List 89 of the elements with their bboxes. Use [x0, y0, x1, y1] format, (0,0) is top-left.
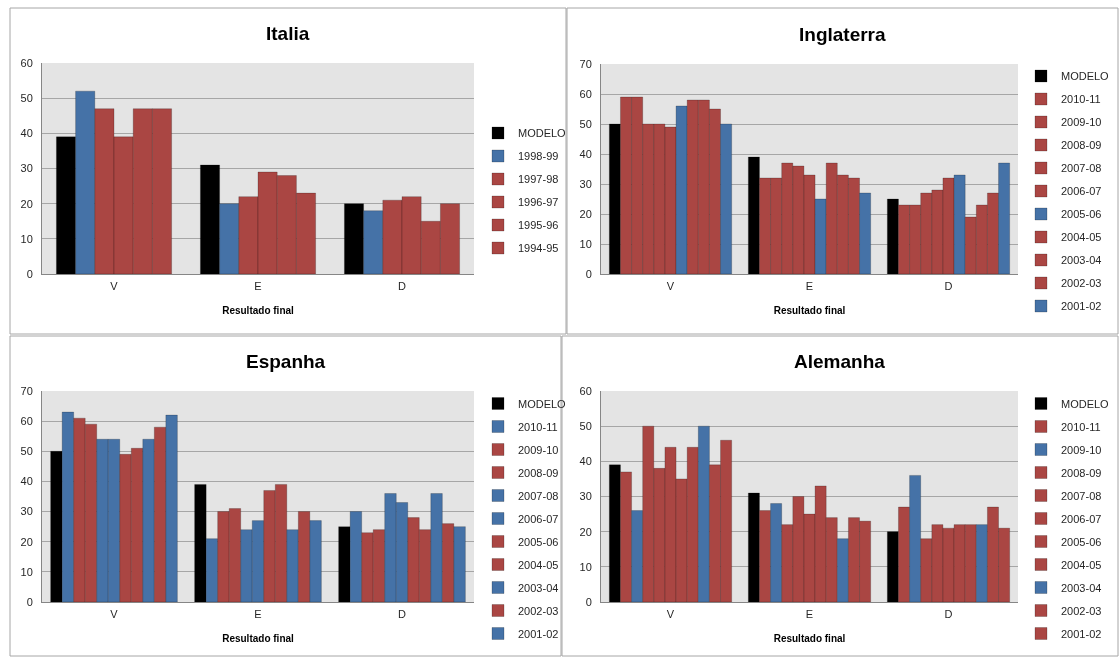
- y-tick-label: 30: [579, 490, 592, 503]
- y-tick-label: 40: [20, 127, 33, 140]
- legend-label: 2005-06: [1061, 208, 1102, 221]
- y-tick-label: 60: [20, 56, 33, 69]
- x-tick-label: D: [944, 280, 953, 293]
- legend-label: 2006-07: [518, 512, 559, 525]
- legend-label: 2009-10: [518, 443, 559, 456]
- y-tick-label: 20: [20, 535, 33, 548]
- legend-label: 2008-09: [1061, 139, 1102, 152]
- legend-label: 2002-03: [1061, 277, 1102, 290]
- legend-label: 2009-10: [1061, 116, 1102, 129]
- y-tick-label: 40: [579, 455, 592, 468]
- chart-title: Italia: [266, 23, 310, 44]
- legend-label: 1994-95: [518, 242, 559, 255]
- chart-title: Inglaterra: [799, 24, 887, 45]
- legend-label: 2003-04: [1061, 581, 1102, 594]
- y-tick-label: 30: [20, 505, 33, 518]
- legend-label: 2008-09: [518, 466, 559, 479]
- x-axis-title: Resultado final: [222, 632, 295, 644]
- y-tick-label: 0: [26, 267, 33, 280]
- legend-label: 2007-08: [518, 489, 559, 502]
- x-tick-label: V: [666, 608, 675, 621]
- y-tick-label: 70: [579, 57, 592, 70]
- legend-label: 2002-03: [1061, 604, 1102, 617]
- y-tick-label: 50: [579, 117, 592, 130]
- legend-label: 2004-05: [518, 558, 559, 571]
- y-tick-label: 70: [20, 384, 33, 397]
- legend-label: 1996-97: [518, 196, 559, 209]
- y-tick-label: 20: [20, 197, 33, 210]
- y-tick-label: 10: [579, 237, 592, 250]
- x-axis-title: Resultado final: [222, 304, 295, 316]
- y-tick-label: 50: [20, 92, 33, 105]
- x-tick-label: E: [805, 280, 814, 293]
- legend-label: 2004-05: [1061, 558, 1102, 571]
- legend-label: 2007-08: [1061, 162, 1102, 175]
- y-tick-label: 60: [579, 87, 592, 100]
- x-tick-label: E: [254, 608, 262, 621]
- legend-label: 2008-09: [1061, 466, 1102, 479]
- y-tick-label: 0: [585, 267, 592, 280]
- legend-label: 2006-07: [1061, 512, 1102, 525]
- x-tick-label: D: [398, 608, 407, 621]
- legend-label: 1995-96: [518, 219, 559, 232]
- legend-label: 1998-99: [518, 150, 559, 163]
- x-axis-title: Resultado final: [773, 304, 846, 316]
- legend-label: 2010-11: [1061, 93, 1101, 106]
- legend-label: 2003-04: [518, 581, 559, 594]
- y-tick-label: 60: [20, 414, 33, 427]
- legend-label: 2005-06: [518, 535, 559, 548]
- chart-title: Alemanha: [794, 351, 886, 372]
- legend-label: 2009-10: [1061, 443, 1102, 456]
- legend-label: 2005-06: [1061, 535, 1102, 548]
- legend-label: 2010-11: [1061, 420, 1101, 433]
- y-tick-label: 20: [579, 525, 592, 538]
- y-tick-label: 50: [20, 445, 33, 458]
- legend-label: 2001-02: [518, 627, 559, 640]
- y-tick-label: 40: [20, 475, 33, 488]
- y-tick-label: 0: [585, 595, 592, 608]
- y-tick-label: 50: [579, 420, 592, 433]
- legend-label: 2006-07: [1061, 185, 1102, 198]
- y-tick-label: 60: [579, 384, 592, 397]
- x-tick-label: V: [110, 280, 119, 293]
- y-tick-label: 10: [20, 232, 33, 245]
- y-tick-label: 30: [579, 177, 592, 190]
- legend-label: 2010-11: [518, 420, 558, 433]
- y-tick-label: 30: [20, 162, 33, 175]
- legend-label: MODELO: [518, 127, 567, 140]
- x-tick-label: D: [944, 608, 953, 621]
- x-tick-label: E: [805, 608, 814, 621]
- legend-label: MODELO: [1061, 70, 1110, 83]
- legend-label: MODELO: [1061, 397, 1110, 410]
- x-tick-label: V: [110, 608, 119, 621]
- y-tick-label: 10: [579, 560, 592, 573]
- legend-label: 2003-04: [1061, 254, 1102, 267]
- legend-label: 2004-05: [1061, 231, 1102, 244]
- y-tick-label: 20: [579, 207, 592, 220]
- legend-label: 2002-03: [518, 604, 559, 617]
- y-tick-label: 10: [20, 565, 33, 578]
- legend-label: MODELO: [518, 397, 567, 410]
- x-axis-title: Resultado final: [773, 632, 846, 644]
- x-tick-label: E: [254, 280, 262, 293]
- x-tick-label: V: [666, 280, 675, 293]
- legend-label: 1997-98: [518, 173, 559, 186]
- legend-label: 2007-08: [1061, 489, 1102, 502]
- legend-label: 2001-02: [1061, 627, 1102, 640]
- x-tick-label: D: [398, 280, 407, 293]
- legend-label: 2001-02: [1061, 300, 1102, 313]
- y-tick-label: 0: [26, 595, 33, 608]
- chart-title: Espanha: [246, 351, 326, 372]
- y-tick-label: 40: [579, 147, 592, 160]
